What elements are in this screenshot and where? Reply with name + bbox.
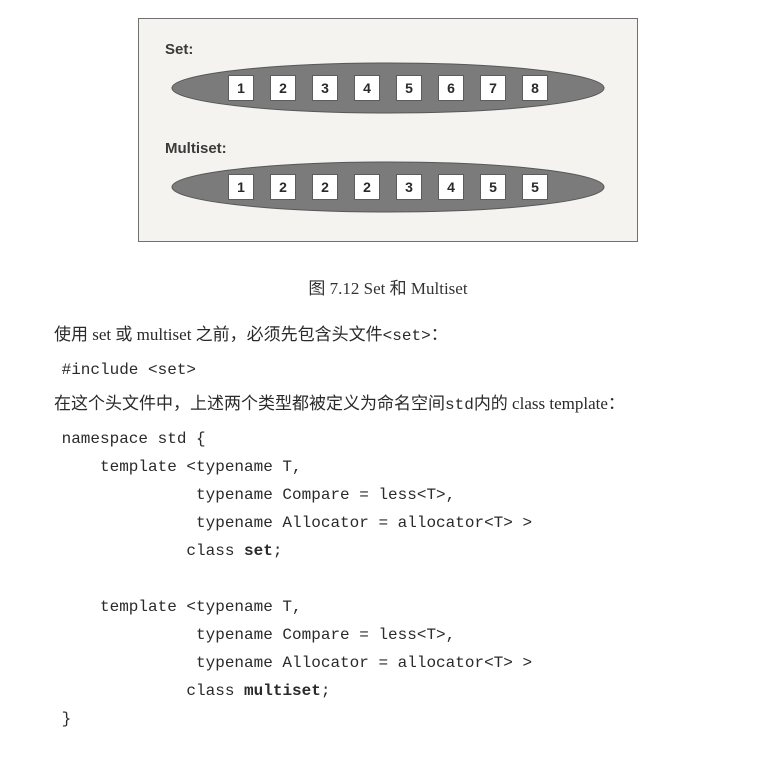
value-cell: 6 (438, 75, 464, 101)
code-line: ; (321, 682, 331, 700)
code-line: typename Allocator = allocator<T> > (62, 654, 532, 672)
code-line: typename Compare = less<T>, (62, 626, 456, 644)
include-code: #include <set> (20, 356, 756, 384)
figure-caption: 图 7.12 Set 和 Multiset (20, 274, 756, 299)
value-cell: 2 (354, 174, 380, 200)
code-bold: multiset (244, 682, 321, 700)
multiset-cell-row: 12223455 (228, 174, 548, 200)
page: Set: 12345678 Multiset: 12223455 图 7.12 … (0, 18, 776, 759)
set-ellipse-wrap: 12345678 (161, 60, 615, 116)
value-cell: 5 (522, 174, 548, 200)
value-cell: 7 (480, 75, 506, 101)
set-cell-row: 12345678 (228, 75, 548, 101)
value-cell: 2 (270, 75, 296, 101)
code-line: class (62, 682, 244, 700)
paragraph-2: 在这个头文件中，上述两个类型都被定义为命名空间std内的 class templ… (20, 390, 756, 419)
p1-text-pre: 使用 set 或 multiset 之前，必须先包含头文件 (54, 325, 383, 344)
value-cell: 1 (228, 174, 254, 200)
value-cell: 2 (312, 174, 338, 200)
p2-code: std (445, 396, 474, 414)
paragraph-1: 使用 set 或 multiset 之前，必须先包含头文件<set>： (20, 321, 756, 350)
code-line: typename Compare = less<T>, (62, 486, 456, 504)
p2-text-post: 内的 class template： (474, 394, 625, 413)
value-cell: 5 (480, 174, 506, 200)
value-cell: 4 (438, 174, 464, 200)
code-line: class (62, 542, 244, 560)
value-cell: 1 (228, 75, 254, 101)
value-cell: 2 (270, 174, 296, 200)
multiset-ellipse-wrap: 12223455 (161, 159, 615, 215)
code-line: ; (273, 542, 283, 560)
code-line: namespace std { (62, 430, 206, 448)
code-line: template <typename T, (62, 598, 302, 616)
p2-text-pre: 在这个头文件中，上述两个类型都被定义为命名空间 (54, 394, 445, 413)
p1-text-post: ： (431, 325, 448, 344)
template-code: namespace std { template <typename T, ty… (20, 425, 756, 733)
code-line: } (62, 710, 72, 728)
multiset-label: Multiset: (165, 140, 615, 157)
value-cell: 8 (522, 75, 548, 101)
figure-panel: Set: 12345678 Multiset: 12223455 (138, 18, 638, 242)
set-label: Set: (165, 41, 615, 58)
p1-code: <set> (383, 327, 431, 345)
value-cell: 5 (396, 75, 422, 101)
code-line: typename Allocator = allocator<T> > (62, 514, 532, 532)
value-cell: 4 (354, 75, 380, 101)
value-cell: 3 (396, 174, 422, 200)
value-cell: 3 (312, 75, 338, 101)
code-bold: set (244, 542, 273, 560)
code-line: template <typename T, (62, 458, 302, 476)
